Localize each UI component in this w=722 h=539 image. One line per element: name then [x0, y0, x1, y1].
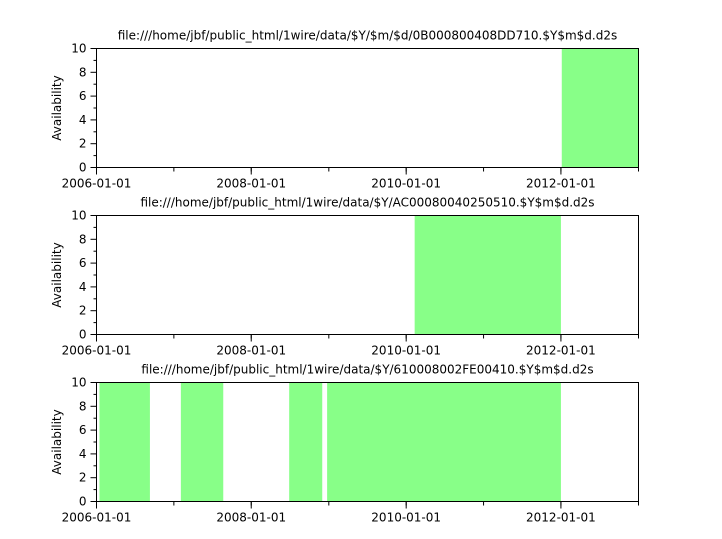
x-tick-label: 2008-01-01: [216, 344, 286, 358]
y-tick-label: 8: [79, 232, 87, 246]
x-tick-label: 2006-01-01: [62, 177, 132, 191]
y-tick-label: 6: [79, 423, 87, 437]
y-tick-label: 4: [79, 447, 87, 461]
y-tick-label: 8: [79, 65, 87, 79]
x-tick-label: 2010-01-01: [371, 177, 441, 191]
availability-bar: [327, 382, 561, 502]
availability-bar: [180, 382, 224, 502]
y-tick-label: 10: [71, 376, 86, 390]
y-tick-label: 0: [79, 161, 87, 175]
y-tick-label: 2: [79, 471, 87, 485]
y-axis-label: Availability: [50, 75, 64, 140]
panel-title: file:///home/jbf/public_html/1wire/data/…: [118, 29, 617, 43]
availability-bar: [561, 48, 639, 168]
y-tick-label: 2: [79, 304, 87, 318]
x-tick-label: 2010-01-01: [371, 511, 441, 525]
y-axis-label: Availability: [50, 242, 64, 307]
plot-frame: [96, 48, 639, 168]
y-tick-label: 6: [79, 89, 87, 103]
y-tick-label: 8: [79, 399, 87, 413]
panel-1: 0 2 4 6 8 10 2006-01-01 2008-01-01 2010-01-01 201…: [50, 29, 639, 191]
x-tick-label: 2012-01-01: [526, 511, 596, 525]
y-tick-label: 0: [79, 328, 87, 342]
y-tick-label: 10: [71, 209, 86, 223]
x-tick-label: 2008-01-01: [216, 511, 286, 525]
y-tick-label: 4: [79, 280, 87, 294]
y-tick-label: 2: [79, 137, 87, 151]
y-tick-label: 6: [79, 256, 87, 270]
panel-3: 0 2 4 6 8 10 2006-01-01 2008-01-01 2010-01-01 201…: [50, 363, 639, 525]
x-tick-label: 2010-01-01: [371, 344, 441, 358]
y-tick-label: 4: [79, 113, 87, 127]
x-tick-label: 2006-01-01: [62, 344, 132, 358]
availability-bar: [99, 382, 150, 502]
panel-title: file:///home/jbf/public_html/1wire/data/…: [141, 363, 593, 377]
x-tick-label: 2012-01-01: [526, 177, 596, 191]
availability-bar: [414, 215, 561, 335]
y-tick-label: 0: [79, 495, 87, 509]
y-tick-label: 10: [71, 42, 86, 56]
y-axis-label: Availability: [50, 409, 64, 474]
panel-title: file:///home/jbf/public_html/1wire/data/…: [140, 196, 594, 210]
x-tick-label: 2008-01-01: [216, 177, 286, 191]
x-tick-label: 2006-01-01: [62, 511, 132, 525]
availability-bar: [289, 382, 323, 502]
x-tick-label: 2012-01-01: [526, 344, 596, 358]
panel-2: 0 2 4 6 8 10 2006-01-01 2008-01-01 2010-01-01 201…: [50, 196, 639, 358]
